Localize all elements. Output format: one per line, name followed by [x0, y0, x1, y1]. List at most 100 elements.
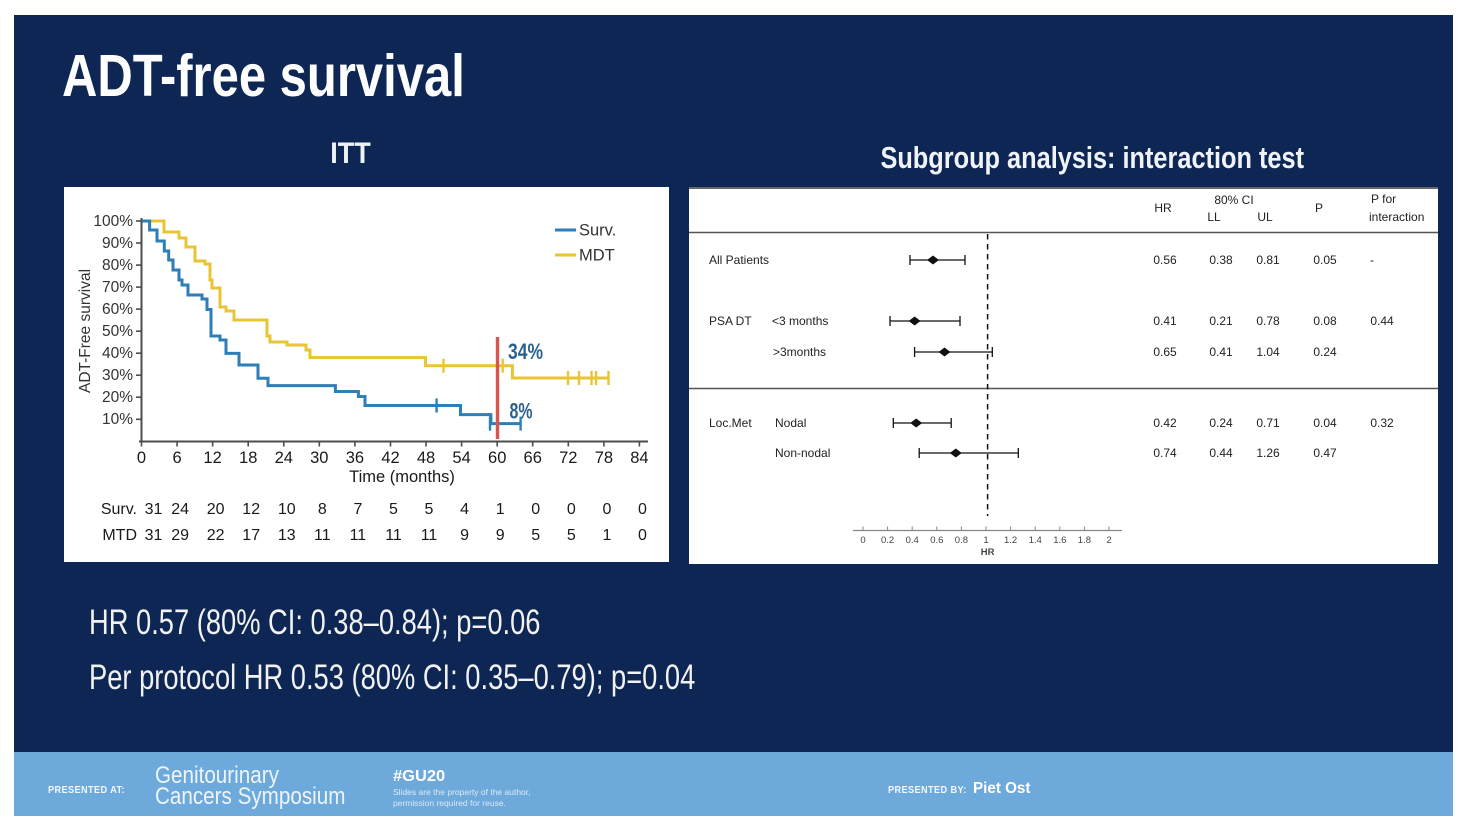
- svg-text:0.32: 0.32: [1370, 416, 1394, 430]
- svg-text:13: 13: [278, 527, 296, 544]
- svg-text:31: 31: [145, 501, 163, 518]
- svg-text:17: 17: [242, 527, 260, 544]
- svg-text:P for: P for: [1371, 192, 1396, 206]
- svg-text:1.04: 1.04: [1256, 345, 1280, 359]
- svg-text:UL: UL: [1257, 210, 1273, 224]
- svg-text:0.24: 0.24: [1313, 345, 1337, 359]
- svg-text:9: 9: [496, 527, 505, 544]
- svg-text:24: 24: [275, 449, 293, 467]
- svg-text:5: 5: [389, 501, 398, 518]
- svg-text:<3 months: <3 months: [772, 314, 828, 328]
- svg-text:0.2: 0.2: [881, 535, 894, 546]
- svg-text:11: 11: [314, 527, 331, 544]
- svg-text:29: 29: [171, 527, 189, 544]
- svg-text:10: 10: [278, 501, 296, 518]
- svg-text:0.81: 0.81: [1256, 253, 1280, 267]
- svg-text:100%: 100%: [93, 213, 133, 230]
- svg-text:22: 22: [207, 527, 225, 544]
- svg-text:11: 11: [421, 527, 438, 544]
- svg-text:0.4: 0.4: [906, 535, 919, 546]
- svg-text:20: 20: [207, 501, 225, 518]
- svg-text:Surv.: Surv.: [579, 222, 616, 240]
- svg-text:34%: 34%: [508, 339, 543, 364]
- svg-text:0: 0: [137, 449, 146, 467]
- svg-text:7: 7: [353, 501, 362, 518]
- svg-text:HR: HR: [1154, 201, 1172, 215]
- svg-text:54: 54: [452, 449, 470, 467]
- svg-text:>3months: >3months: [773, 345, 826, 359]
- svg-text:1.8: 1.8: [1078, 535, 1091, 546]
- svg-text:66: 66: [524, 449, 542, 467]
- svg-text:5: 5: [425, 501, 434, 518]
- svg-text:9: 9: [460, 527, 469, 544]
- svg-text:0.08: 0.08: [1313, 314, 1337, 328]
- svg-text:PSA DT: PSA DT: [709, 314, 752, 328]
- svg-text:0.21: 0.21: [1209, 314, 1233, 328]
- svg-text:ADT-Free survival: ADT-Free survival: [77, 269, 94, 393]
- svg-text:Surv.: Surv.: [101, 501, 137, 518]
- svg-text:8: 8: [318, 501, 327, 518]
- svg-text:30: 30: [310, 449, 328, 467]
- svg-text:Time (months): Time (months): [349, 468, 455, 486]
- svg-text:1: 1: [983, 535, 988, 546]
- svg-text:0.44: 0.44: [1370, 314, 1394, 328]
- svg-text:18: 18: [239, 449, 257, 467]
- svg-text:0.42: 0.42: [1153, 416, 1177, 430]
- svg-text:0.24: 0.24: [1209, 416, 1233, 430]
- svg-text:0: 0: [602, 501, 611, 518]
- svg-text:interaction: interaction: [1369, 210, 1424, 224]
- svg-text:80%: 80%: [102, 257, 133, 274]
- svg-text:MDT: MDT: [579, 247, 615, 265]
- svg-text:HR: HR: [981, 547, 995, 558]
- svg-text:LL: LL: [1207, 210, 1221, 224]
- svg-text:6: 6: [173, 449, 182, 467]
- svg-text:5: 5: [531, 527, 540, 544]
- svg-text:0.8: 0.8: [955, 535, 968, 546]
- svg-text:70%: 70%: [102, 279, 133, 296]
- svg-text:0.38: 0.38: [1209, 253, 1233, 267]
- svg-text:All Patients: All Patients: [709, 253, 769, 267]
- svg-text:1.4: 1.4: [1029, 535, 1042, 546]
- svg-text:24: 24: [171, 501, 189, 518]
- svg-text:90%: 90%: [102, 235, 133, 252]
- svg-text:Loc.Met: Loc.Met: [709, 416, 752, 430]
- svg-text:12: 12: [203, 449, 221, 467]
- svg-text:72: 72: [559, 449, 577, 467]
- svg-text:84: 84: [630, 449, 648, 467]
- svg-text:0.56: 0.56: [1153, 253, 1177, 267]
- svg-text:0.05: 0.05: [1313, 253, 1337, 267]
- svg-text:0.65: 0.65: [1153, 345, 1177, 359]
- svg-text:MTD: MTD: [102, 527, 137, 544]
- svg-text:0: 0: [638, 501, 647, 518]
- svg-text:4: 4: [460, 501, 469, 518]
- svg-text:8%: 8%: [510, 399, 533, 424]
- svg-text:P: P: [1315, 201, 1323, 215]
- svg-text:1: 1: [602, 527, 611, 544]
- svg-text:40%: 40%: [102, 345, 133, 362]
- svg-text:0.41: 0.41: [1209, 345, 1233, 359]
- svg-text:Non-nodal: Non-nodal: [775, 446, 830, 460]
- svg-text:42: 42: [381, 449, 399, 467]
- svg-text:0: 0: [567, 501, 576, 518]
- svg-text:0.04: 0.04: [1313, 416, 1337, 430]
- svg-text:11: 11: [350, 527, 367, 544]
- svg-text:60: 60: [488, 449, 506, 467]
- svg-text:5: 5: [567, 527, 576, 544]
- svg-text:1.26: 1.26: [1256, 446, 1280, 460]
- svg-text:48: 48: [417, 449, 435, 467]
- svg-text:31: 31: [145, 527, 163, 544]
- svg-text:0.78: 0.78: [1256, 314, 1280, 328]
- svg-text:0: 0: [860, 535, 865, 546]
- svg-text:Nodal: Nodal: [775, 416, 806, 430]
- svg-text:0.74: 0.74: [1153, 446, 1177, 460]
- svg-text:20%: 20%: [102, 389, 133, 406]
- svg-text:0: 0: [638, 527, 647, 544]
- svg-text:78: 78: [595, 449, 613, 467]
- svg-text:30%: 30%: [102, 367, 133, 384]
- svg-text:0.6: 0.6: [930, 535, 943, 546]
- svg-text:0.47: 0.47: [1313, 446, 1337, 460]
- svg-text:80% CI: 80% CI: [1214, 193, 1253, 207]
- svg-text:36: 36: [346, 449, 364, 467]
- svg-text:1.2: 1.2: [1004, 535, 1017, 546]
- svg-text:0.41: 0.41: [1153, 314, 1177, 328]
